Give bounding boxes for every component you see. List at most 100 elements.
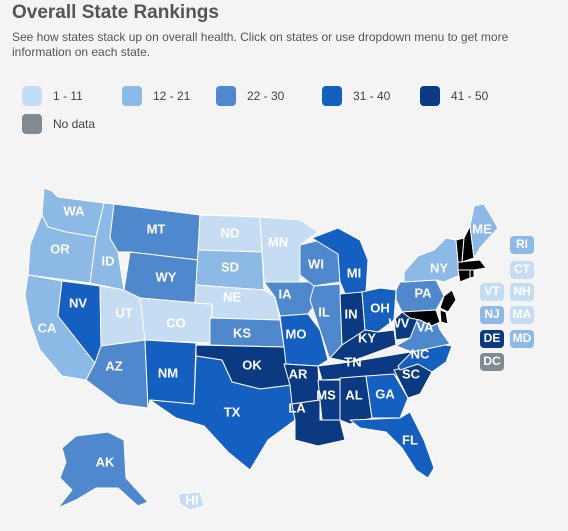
state-box-label: RI — [516, 237, 528, 251]
state-label: MO — [286, 326, 307, 341]
state-de[interactable] — [439, 309, 449, 325]
legend-swatch — [420, 86, 440, 106]
state-label: ID — [102, 253, 115, 268]
legend-label: 41 - 50 — [451, 89, 489, 103]
state-label: OK — [242, 357, 262, 372]
state-label: AK — [96, 454, 115, 469]
legend-swatch — [22, 86, 42, 106]
state-label: IN — [345, 306, 358, 321]
state-label: NY — [430, 260, 448, 275]
state-la[interactable] — [291, 399, 346, 447]
state-label: TX — [224, 404, 241, 419]
state-label: CA — [38, 320, 57, 335]
legend-item-22-30: 22 - 30 — [216, 86, 284, 106]
state-label: CO — [166, 315, 186, 330]
state-ak[interactable] — [57, 431, 149, 509]
state-label: IL — [318, 304, 330, 319]
state-label: KY — [358, 330, 376, 345]
state-box-label: MD — [513, 331, 532, 345]
state-label: SC — [402, 366, 421, 381]
legend-item-41-50: 41 - 50 — [420, 86, 488, 106]
state-box-label: MA — [513, 307, 532, 321]
state-mo[interactable] — [279, 313, 329, 367]
state-labels: WA OR CA ID NV UT AZ MT WY CO NM ND SD N… — [38, 203, 492, 507]
legend-label: 12 - 21 — [153, 89, 191, 103]
state-box-label: NJ — [484, 307, 499, 321]
state-box-md[interactable]: MD — [510, 330, 534, 348]
state-label: IA — [279, 286, 293, 301]
legend-swatch — [216, 86, 236, 106]
legend-item-1-11: 1 - 11 — [22, 86, 83, 106]
state-label: AZ — [105, 358, 122, 373]
state-label: MS — [316, 387, 336, 402]
state-md[interactable] — [401, 309, 441, 327]
state-label: WV — [389, 315, 410, 330]
state-box-ma[interactable]: MA — [510, 306, 534, 324]
us-state-map: WA OR CA ID NV UT AZ MT WY CO NM ND SD N… — [24, 187, 534, 511]
legend-item-31-40: 31 - 40 — [322, 86, 390, 106]
state-label: LA — [288, 400, 306, 415]
legend-swatch — [122, 86, 142, 106]
state-il[interactable] — [309, 283, 343, 361]
page-subtitle: See how states stack up on overall healt… — [12, 30, 509, 59]
state-label: OR — [50, 241, 70, 256]
state-label: TN — [344, 354, 361, 369]
state-box-label: NH — [513, 284, 530, 298]
legend-item-no-data: No data — [22, 114, 95, 134]
state-ga[interactable] — [365, 373, 409, 419]
state-label: KS — [233, 325, 251, 340]
state-nj[interactable] — [439, 289, 457, 313]
state-box-nh[interactable]: NH — [510, 283, 534, 301]
legend-label: 22 - 30 — [247, 89, 285, 103]
state-label: OH — [370, 300, 390, 315]
legend-swatch — [322, 86, 342, 106]
state-label: WY — [156, 269, 177, 284]
state-me[interactable] — [469, 203, 499, 259]
state-box-label: DC — [483, 354, 501, 368]
state-ms[interactable] — [317, 379, 341, 421]
legend-label: No data — [53, 117, 96, 131]
page-title: Overall State Rankings — [12, 2, 219, 23]
state-ct[interactable] — [457, 269, 471, 283]
state-label: HI — [186, 492, 199, 507]
state-label: WI — [308, 256, 324, 271]
state-box-dc[interactable]: DC — [480, 353, 504, 371]
state-label: ME — [472, 221, 492, 236]
state-label: FL — [402, 432, 418, 447]
state-label: AR — [289, 366, 308, 381]
state-label: NM — [158, 365, 178, 380]
state-label: SD — [221, 259, 239, 274]
state-label: PA — [414, 285, 432, 300]
state-label: NE — [223, 289, 241, 304]
state-box-de[interactable]: DE — [480, 330, 504, 348]
small-state-boxes: RI CT VT NH NJ MA DE MD — [480, 236, 534, 371]
state-label: MI — [347, 265, 361, 280]
state-box-vt[interactable]: VT — [480, 283, 504, 301]
legend-label: 31 - 40 — [353, 89, 391, 103]
state-box-label: CT — [514, 262, 531, 276]
state-ma[interactable] — [457, 259, 487, 271]
legend-label: 1 - 11 — [53, 89, 83, 103]
state-box-ct[interactable]: CT — [510, 261, 534, 279]
state-box-ri[interactable]: RI — [510, 236, 534, 254]
state-ky[interactable] — [329, 329, 397, 363]
state-fl[interactable] — [349, 411, 435, 479]
state-box-nj[interactable]: NJ — [480, 306, 504, 324]
state-label: GA — [375, 386, 395, 401]
state-label: AL — [345, 387, 362, 402]
state-label: NC — [411, 346, 430, 361]
state-label: UT — [115, 305, 132, 320]
state-hi[interactable] — [177, 491, 205, 511]
legend-swatch — [22, 114, 42, 134]
state-label: NV — [69, 295, 87, 310]
state-label: ND — [221, 225, 240, 240]
state-box-label: DE — [484, 331, 501, 345]
state-tx[interactable] — [149, 355, 296, 471]
state-ri[interactable] — [469, 269, 475, 279]
state-label: VA — [416, 319, 434, 334]
legend-item-12-21: 12 - 21 — [122, 86, 190, 106]
state-box-label: VT — [484, 284, 500, 298]
state-label: MT — [147, 221, 166, 236]
state-label: WA — [64, 203, 86, 218]
state-label: MN — [268, 234, 288, 249]
